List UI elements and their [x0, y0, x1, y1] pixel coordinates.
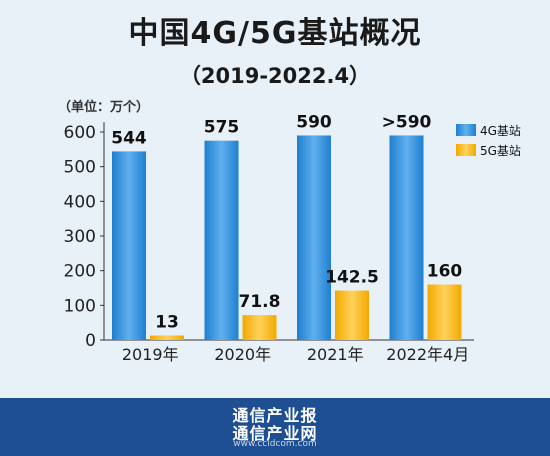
- footer-url: www.ccidcom.com: [233, 439, 317, 449]
- bar-chart: 0 100 200 300 400 500 600 544 13 2019年 575 71.8 2020…: [64, 112, 521, 364]
- chart-title: 中国4G/5G基站概况: [128, 16, 422, 51]
- data-label-4g: >590: [382, 112, 432, 132]
- data-label-4g: 575: [204, 118, 240, 138]
- data-label-5g: 71.8: [239, 292, 281, 312]
- y-tick-label: 0: [85, 331, 96, 351]
- bar-4g: [389, 135, 424, 340]
- bar-4g: [297, 135, 331, 340]
- data-label-4g: 544: [111, 128, 147, 148]
- footer-publisher-1: 通信产业报: [232, 406, 318, 425]
- y-tick-label: 100: [64, 296, 96, 316]
- legend-swatch-4g: [456, 124, 476, 136]
- data-label-5g: 160: [427, 262, 463, 282]
- x-tick-label: 2022年4月: [386, 345, 469, 364]
- unit-label: （单位：万个）: [58, 100, 150, 115]
- chart-subtitle: （2019-2022.4）: [179, 64, 371, 88]
- y-tick-label: 200: [64, 262, 96, 282]
- y-tick-label: 600: [64, 123, 96, 143]
- x-tick-label: 2021年: [307, 345, 364, 364]
- bar-5g: [427, 284, 462, 340]
- footer-publisher-2: 通信产业网: [232, 424, 318, 443]
- bar-4g: [112, 151, 146, 340]
- y-tick-label: 300: [64, 227, 96, 247]
- bar-5g: [150, 335, 184, 340]
- data-label-5g: 142.5: [325, 268, 379, 288]
- data-label-5g: 13: [155, 312, 179, 332]
- y-tick-label: 500: [64, 158, 96, 178]
- data-label-4g: 590: [296, 112, 332, 132]
- legend-swatch-5g: [456, 144, 476, 156]
- bar-4g: [204, 140, 239, 340]
- y-tick-label: 400: [64, 192, 96, 212]
- footer-banner: 通信产业报 通信产业网 www.ccidcom.com: [0, 398, 550, 456]
- bar-5g: [335, 290, 369, 340]
- bar-5g: [242, 315, 277, 340]
- legend-label-5g: 5G基站: [480, 144, 521, 158]
- x-tick-label: 2019年: [122, 345, 179, 364]
- legend-label-4g: 4G基站: [480, 124, 521, 138]
- x-tick-label: 2020年: [214, 345, 271, 364]
